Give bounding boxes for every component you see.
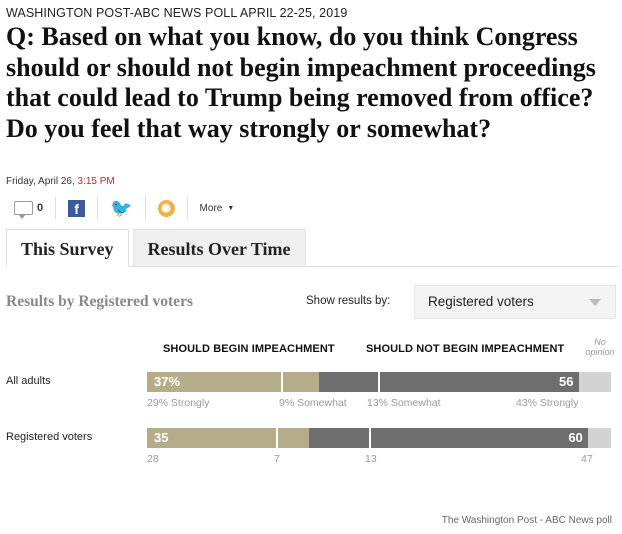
poll-question: Q: Based on what you know, do you think … (6, 22, 596, 143)
facebook-icon[interactable]: f (68, 199, 86, 217)
sub-should-strongly: 29% Strongly (147, 397, 210, 409)
no-opinion-line1: No (594, 337, 606, 347)
sub-should-not-somewhat: 13% Somewhat (367, 397, 441, 409)
more-label: More (199, 202, 223, 214)
tab-results-over-time[interactable]: Results Over Time (132, 229, 306, 267)
column-header-should-not: SHOULD NOT BEGIN IMPEACHMENT (366, 343, 565, 355)
sub-should-somewhat: 7 (274, 453, 280, 465)
sub-should-not-strongly: 43% Strongly (516, 397, 579, 409)
no-opinion-segment (578, 372, 611, 392)
share-divider (186, 197, 188, 219)
tab-this-survey[interactable]: This Survey (6, 229, 129, 267)
should-segment: 37% (147, 372, 319, 392)
chevron-down-icon: ▼ (227, 204, 235, 212)
sub-should-somewhat: 9% Somewhat (279, 397, 347, 409)
should-total: 35 (154, 430, 169, 445)
source-credit: The Washington Post - ABC News poll (441, 515, 612, 526)
results-heading: Results by Registered voters (6, 293, 193, 310)
share-bar: 0 f 🐦 ◉ More ▼ (6, 192, 234, 224)
comments-button[interactable]: 0 (6, 201, 44, 219)
should-not-segment: 60 (309, 428, 588, 448)
share-divider (144, 197, 146, 219)
more-share-button[interactable]: More ▼ (200, 203, 235, 214)
should-total: 37% (154, 374, 181, 389)
strongly-divider (280, 372, 283, 392)
show-results-label: Show results by: (306, 295, 391, 307)
strongly-divider (275, 428, 278, 448)
should-not-total: 56 (559, 374, 574, 389)
column-header-should: SHOULD BEGIN IMPEACHMENT (163, 343, 335, 355)
poll-kicker: WASHINGTON POST-ABC NEWS POLL APRIL 22-2… (6, 6, 348, 20)
row-label-all-adults: All adults (6, 375, 51, 387)
group-select-value: Registered voters (428, 294, 534, 309)
strongly-divider (377, 372, 380, 392)
share-divider (97, 197, 99, 219)
tab-bar: This Survey Results Over Time (6, 229, 618, 267)
sub-should-not-strongly: 47 (581, 453, 593, 465)
dateline-time: 3:15 PM (77, 176, 115, 187)
dateline: Friday, April 26, 3:15 PM (6, 176, 115, 187)
group-select[interactable]: Registered voters (414, 285, 616, 319)
result-bar: 37% 56 (147, 372, 611, 392)
comment-bubble-icon (14, 201, 33, 219)
share-divider (55, 197, 57, 219)
sub-should-not-somewhat: 13 (365, 453, 377, 465)
should-not-segment: 56 (318, 372, 579, 392)
no-opinion-segment (587, 428, 611, 448)
share-app-icon[interactable]: ◉ (157, 199, 175, 217)
sub-should-strongly: 28 (147, 453, 159, 465)
dateline-date: Friday, April 26, (6, 176, 78, 187)
should-not-total: 60 (568, 430, 583, 445)
result-bar: 35 60 (147, 428, 611, 448)
twitter-icon[interactable]: 🐦 (110, 198, 133, 218)
no-opinion-line2: opinion (585, 347, 615, 357)
column-header-no-opinion: No opinion (583, 337, 617, 357)
strongly-divider (368, 428, 371, 448)
dropdown-arrow-icon (589, 299, 601, 306)
row-label-registered-voters: Registered voters (6, 431, 93, 443)
should-segment: 35 (147, 428, 310, 448)
comment-count: 0 (37, 202, 44, 214)
